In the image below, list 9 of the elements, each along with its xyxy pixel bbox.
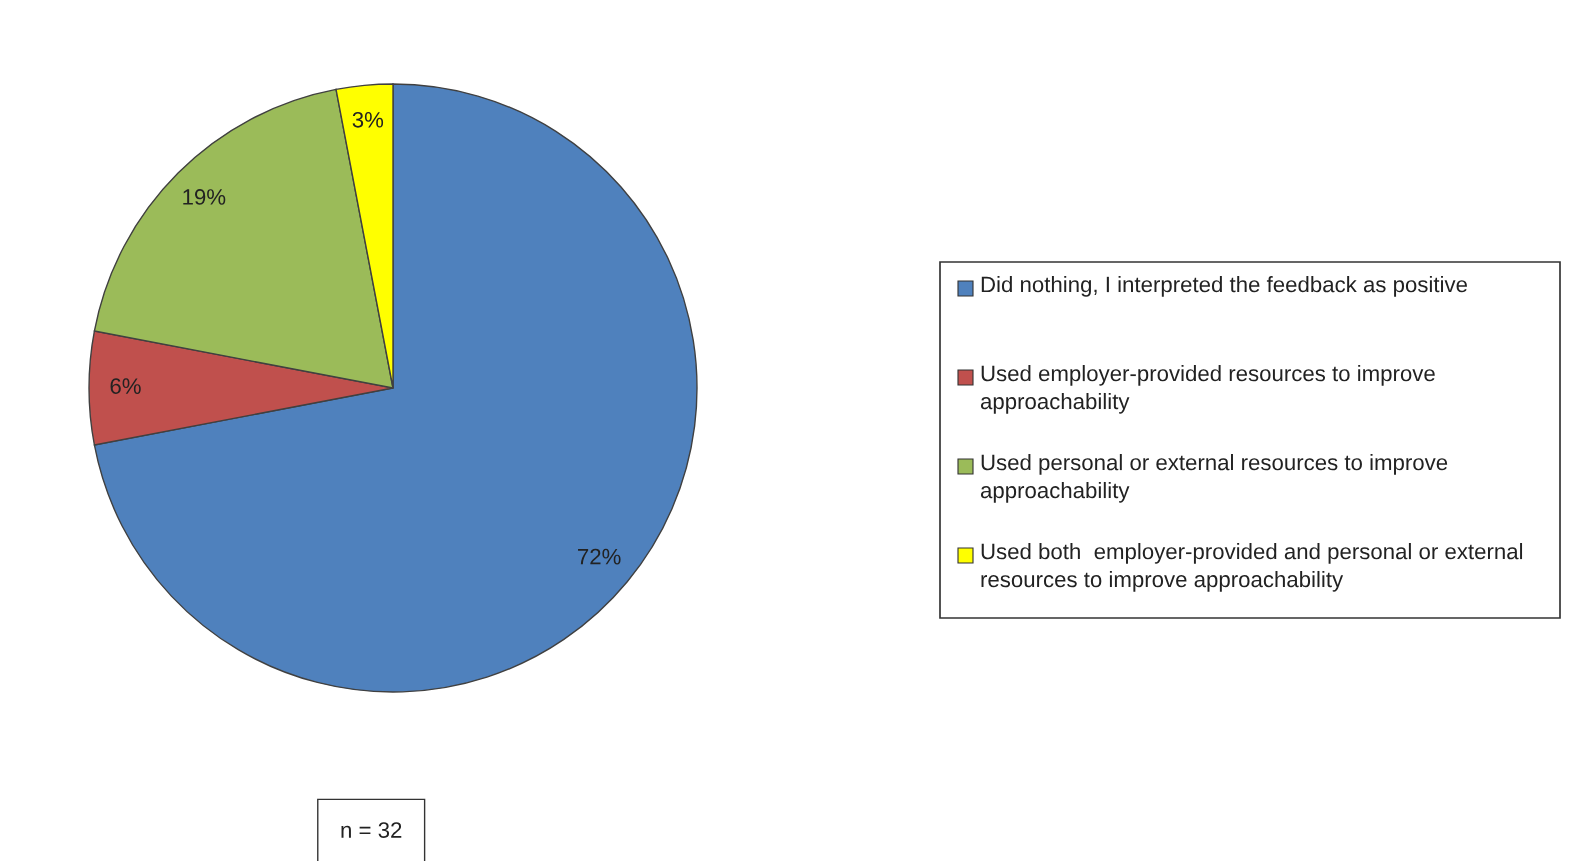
legend-label: Did nothing, I interpreted the feedback as positive bbox=[981, 276, 1467, 297]
legend-label: Used personal or external resources to improve approachability bbox=[980, 454, 1448, 503]
text: n = 32 bbox=[341, 822, 402, 838]
data-label: 19% bbox=[183, 189, 226, 205]
legend-label: Used employer-provided resources to improve approachability bbox=[980, 365, 1435, 414]
data-label: 3% bbox=[352, 111, 384, 128]
data-label: 6% bbox=[110, 378, 141, 394]
legend-label: Used both employer-provided and personal or external resources to improve approachability bbox=[981, 543, 1523, 592]
data-label: 72% bbox=[578, 548, 621, 565]
